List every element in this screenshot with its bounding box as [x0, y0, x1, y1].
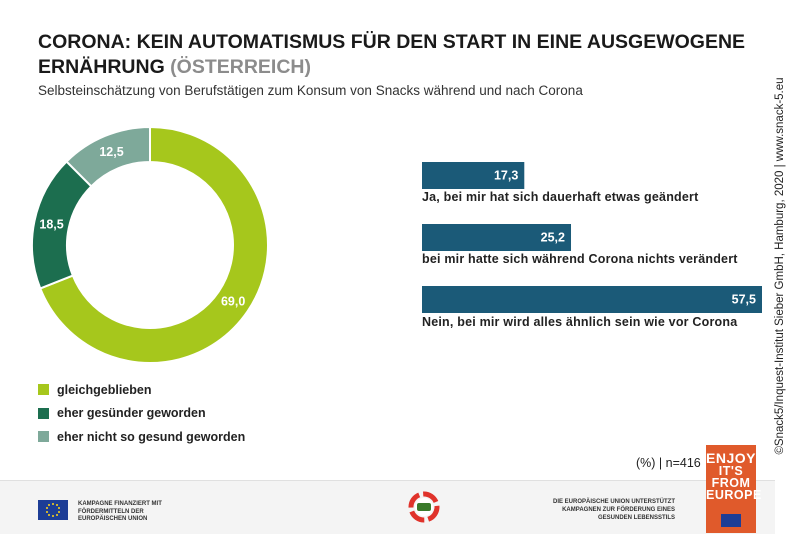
eu-support-text: DIE EUROPÄISCHE UNION UNTERSTÜTZT KAMPAG… — [552, 499, 675, 521]
enjoy-line: IT'S FROM — [711, 464, 751, 490]
bar-value-label: 17,3 — [494, 169, 518, 183]
title-main: CORONA: KEIN AUTOMATISMUS FÜR DEN START … — [38, 31, 746, 78]
legend-swatch — [38, 431, 49, 443]
bar-chart: 17,3 25,2 57,5 — [422, 162, 762, 313]
donut-value-label: 12,5 — [99, 145, 123, 159]
legend-swatch — [38, 384, 49, 396]
bar-category-label: Nein, bei mir wird alles ähnlich sein wi… — [422, 315, 738, 329]
legend-item-nicht-gesund: eher nicht so gesund geworden — [38, 425, 245, 449]
bar-category-label: Ja, bei mir hat sich dauerhaft etwas geä… — [422, 190, 699, 204]
legend-label: gleichgeblieben — [57, 382, 152, 397]
snack5-logo — [408, 491, 440, 523]
enjoy-europe-logo: ENJOY IT'S FROM EUROPE — [706, 445, 762, 533]
enjoy-line: EUROPE — [706, 488, 762, 502]
eu-flag-icon — [38, 500, 68, 520]
donut-legend: gleichgeblieben eher gesünder geworden e… — [38, 378, 245, 449]
bar-value-label: 25,2 — [541, 231, 565, 245]
donut-value-label: 18,5 — [39, 218, 63, 232]
legend-item-gesuender: eher gesünder geworden — [38, 402, 245, 426]
bar-value-label: 57,5 — [732, 293, 756, 307]
donut-chart: 69,0 18,5 12,5 — [31, 125, 269, 364]
enjoy-line: ENJOY — [706, 450, 756, 466]
title-accent: (ÖSTERREICH) — [170, 56, 312, 78]
infographic-panel — [0, 0, 775, 533]
donut-slice — [65, 125, 151, 188]
donut-slice — [38, 125, 269, 364]
eu-funding-text: KAMPAGNE FINANZIERT MIT FÖRDERMITTELN DE… — [78, 501, 162, 522]
chart-title: CORONA: KEIN AUTOMATISMUS FÜR DEN START … — [38, 30, 758, 80]
bar-category-label: bei mir hatte sich während Corona nichts… — [422, 252, 738, 266]
legend-label: eher nicht so gesund geworden — [57, 429, 246, 444]
footer-bar: KAMPAGNE FINANZIERT MIT FÖRDERMITTELN DE… — [0, 480, 775, 534]
legend-label: eher gesünder geworden — [57, 406, 206, 421]
legend-item-gleichgeblieben: gleichgeblieben — [38, 378, 245, 402]
chart-subtitle: Selbsteinschätzung von Berufstätigen zum… — [38, 83, 583, 98]
bar — [422, 162, 525, 189]
eu-flag-icon — [721, 514, 741, 527]
bar — [422, 224, 572, 251]
sample-size-note: (%) | n=416 — [636, 456, 701, 470]
legend-swatch — [38, 407, 49, 419]
donut-value-label: 69,0 — [221, 294, 245, 308]
bar — [422, 286, 762, 313]
